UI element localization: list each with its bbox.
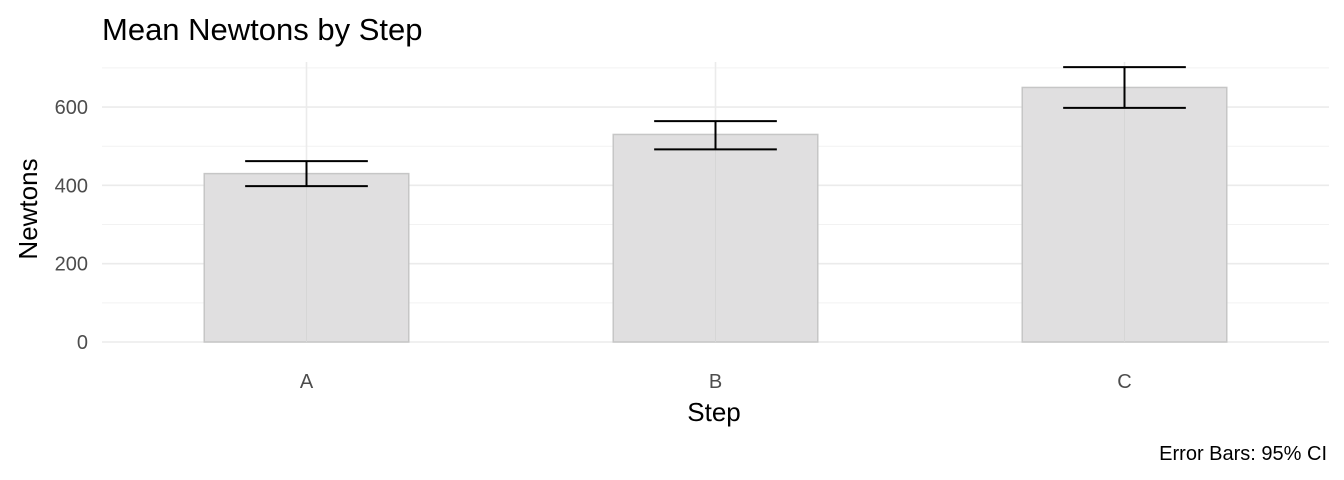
x-axis-ticks: A B C: [300, 371, 1132, 393]
error-bars: [245, 66, 1186, 188]
y-axis-title: Newtons: [13, 158, 43, 259]
y-tick-label: 200: [55, 254, 88, 276]
x-tick-label: B: [709, 371, 722, 393]
x-tick-label: C: [1117, 371, 1131, 393]
x-tick-label: A: [300, 371, 314, 393]
x-axis-title: Step: [687, 397, 741, 427]
bars: [203, 86, 1228, 343]
error-bar-C: [1063, 66, 1186, 109]
y-tick-label: 600: [55, 97, 88, 119]
y-tick-label: 400: [55, 175, 88, 197]
chart-title: Mean Newtons by Step: [102, 12, 423, 47]
caption: Error Bars: 95% CI: [1159, 443, 1327, 465]
error-bar-B: [654, 120, 777, 151]
error-bar-A: [245, 160, 368, 188]
y-axis-ticks: 0 200 400 600: [55, 97, 88, 354]
y-tick-label: 0: [77, 332, 88, 354]
